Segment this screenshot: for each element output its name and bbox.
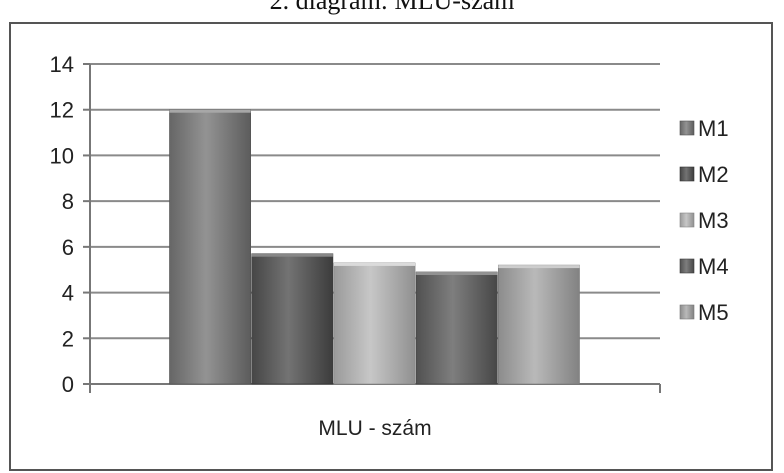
legend-swatch-m1 — [679, 120, 695, 136]
legend: M1 M2 M3 M4 M5 — [679, 116, 729, 325]
bars — [169, 109, 580, 385]
bar-top-highlight — [498, 265, 580, 269]
y-tick-label: 6 — [62, 235, 74, 260]
bar-top-highlight — [251, 253, 333, 257]
legend-swatch-m5 — [679, 304, 695, 320]
legend-swatch-m3 — [679, 212, 695, 228]
y-tick-label: 0 — [62, 372, 74, 397]
y-tick-label: 10 — [50, 143, 74, 168]
legend-swatch-m2 — [679, 166, 695, 182]
y-tick-label: 4 — [62, 281, 74, 306]
legend-label-m1: M1 — [698, 116, 729, 141]
y-tick-label: 12 — [50, 98, 74, 123]
bar-m4 — [415, 271, 498, 385]
bar-top-highlight — [333, 262, 416, 266]
bar-m2 — [251, 253, 334, 385]
bar-chart: 0 2 4 6 8 10 12 14 MLU - szám M1 M2 M3 M4 M5 — [50, 52, 729, 440]
y-tick-label: 2 — [62, 326, 74, 351]
y-tick-label: 8 — [62, 189, 74, 214]
chart-caption: 2. diagram: MLU-szám — [269, 0, 515, 15]
bar-top-highlight — [169, 109, 251, 113]
y-tick-label: 14 — [50, 52, 74, 77]
bar-m3 — [333, 262, 416, 385]
legend-label-m4: M4 — [698, 254, 729, 279]
bar-top-highlight — [416, 272, 498, 275]
chart-frame: 0 2 4 6 8 10 12 14 MLU - szám M1 M2 M3 M4 M5 — [9, 22, 773, 471]
legend-label-m3: M3 — [698, 208, 729, 233]
legend-label-m5: M5 — [698, 300, 729, 325]
bar-m1 — [169, 109, 251, 385]
x-category-label: MLU - szám — [318, 417, 431, 440]
axis-labels: 0 2 4 6 8 10 12 14 MLU - szám — [50, 52, 432, 440]
legend-swatch-m4 — [679, 258, 695, 274]
legend-label-m2: M2 — [698, 162, 729, 187]
bar-m5 — [497, 264, 580, 385]
